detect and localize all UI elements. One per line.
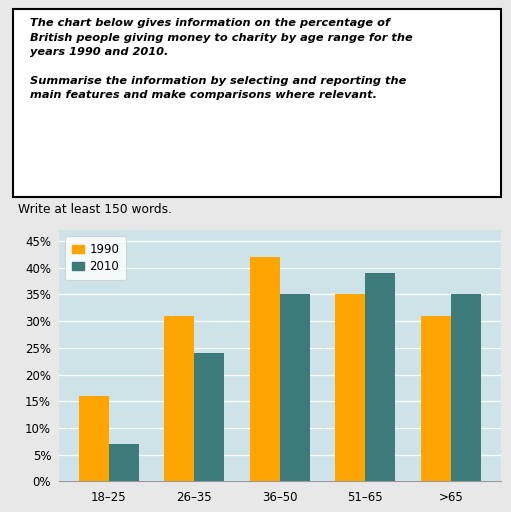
Bar [194,353,224,481]
Bar [250,257,280,481]
FancyBboxPatch shape [13,9,501,197]
Text: The chart below gives information on the percentage of
British people giving mon: The chart below gives information on the… [30,18,412,100]
Bar [109,444,138,481]
Bar [280,294,310,481]
Text: Write at least 150 words.: Write at least 150 words. [18,203,172,216]
Bar [451,294,481,481]
Bar [79,396,109,481]
Bar [421,316,451,481]
Bar [365,273,395,481]
Bar [335,294,365,481]
Bar [165,316,194,481]
Legend: 1990, 2010: 1990, 2010 [65,237,126,280]
